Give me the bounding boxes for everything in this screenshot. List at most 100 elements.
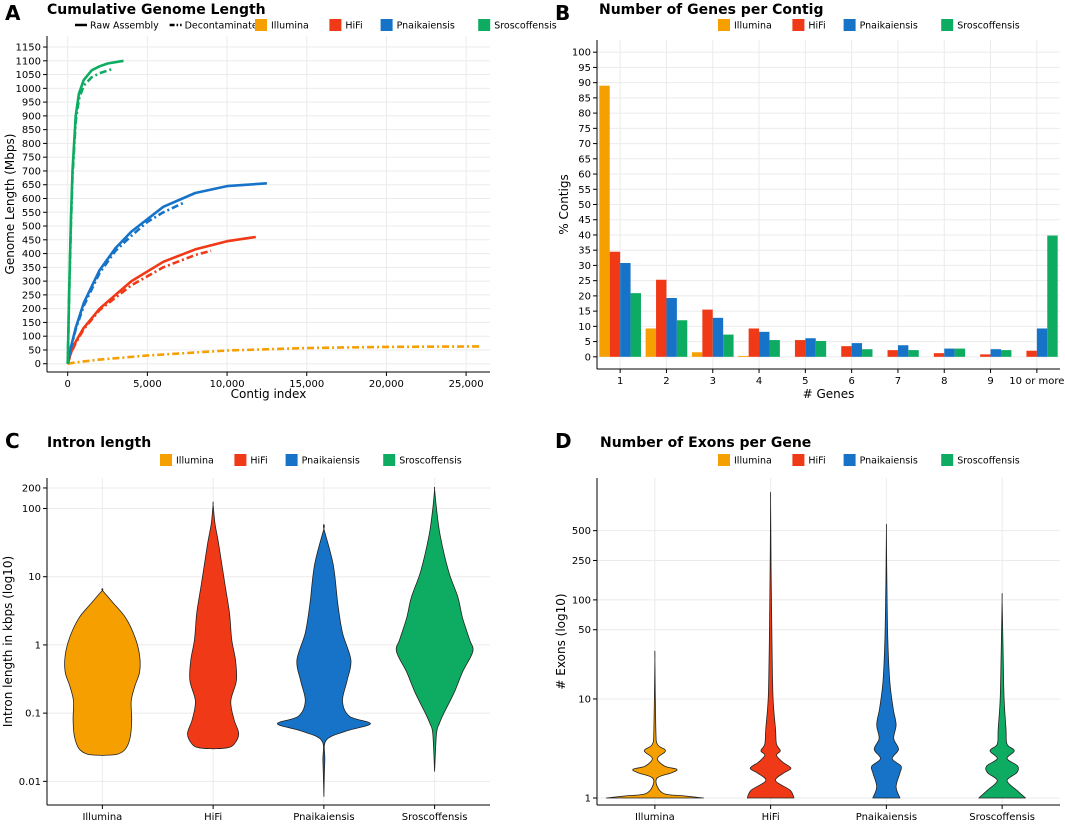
bar xyxy=(1047,235,1058,357)
x-tick-label: 25,000 xyxy=(449,379,484,390)
legend-label: Illumina xyxy=(734,456,772,467)
bar xyxy=(990,349,1001,357)
legend-label: HiFi xyxy=(808,21,825,32)
violin-pnaikaiensis xyxy=(870,523,902,799)
violin-sroscoffensis xyxy=(395,486,474,772)
x-tick-label: 10,000 xyxy=(210,379,245,390)
panel-a: A Cumulative Genome Length Raw Assembly Dec… xyxy=(3,1,557,401)
legend-swatch xyxy=(380,19,393,31)
bar xyxy=(691,352,703,357)
x-tick-label: 20,000 xyxy=(369,379,404,390)
x-tick-label: Pnaikaiensis xyxy=(856,812,917,823)
violin-illumina xyxy=(605,650,704,799)
y-tick-label: 100 xyxy=(22,504,41,515)
x-tick-label: Sroscoffensis xyxy=(402,812,468,823)
y-axis-label: Intron length in kbps (log10) xyxy=(1,556,15,727)
bar xyxy=(1000,350,1012,357)
y-tick-label: 90 xyxy=(578,78,591,89)
x-axis-label: Contig index xyxy=(231,387,307,401)
x-tick-label: Sroscoffensis xyxy=(969,812,1035,823)
violin-pnaikaiensis xyxy=(276,524,371,797)
y-tick-label: 75 xyxy=(578,124,591,135)
y-tick-label: 300 xyxy=(22,277,41,288)
bar xyxy=(944,348,955,357)
bar xyxy=(815,340,827,357)
bar xyxy=(723,334,734,357)
bar xyxy=(676,320,688,357)
y-tick-label: 0 xyxy=(35,359,41,370)
bar xyxy=(738,355,749,357)
y-tick-label: 55 xyxy=(578,185,591,196)
legend-swatch xyxy=(792,454,805,466)
legend-swatch xyxy=(383,454,396,466)
legend-label: Raw Assembly xyxy=(90,21,159,32)
bar xyxy=(609,251,621,357)
y-tick-label: 60 xyxy=(578,170,591,181)
legend-swatch xyxy=(718,19,730,31)
violin-illumina xyxy=(64,588,141,756)
y-tick-label: 10 xyxy=(578,322,591,333)
y-tick-label: 0.01 xyxy=(19,777,41,788)
y-tick-label: 10 xyxy=(578,694,591,705)
panel-letter: D xyxy=(555,429,572,453)
legend-swatch xyxy=(478,19,491,31)
y-tick-label: 500 xyxy=(22,222,41,233)
x-tick-label: 15,000 xyxy=(289,379,324,390)
x-tick-label: 5 xyxy=(802,376,808,387)
x-tick-label: 1 xyxy=(617,376,623,387)
x-axis-label: # Genes xyxy=(803,387,855,401)
y-tick-label: 0.1 xyxy=(25,709,41,720)
bar xyxy=(645,328,657,357)
x-tick-label: 9 xyxy=(987,376,993,387)
panel-c: C Intron length Illumina HiFi Pnaikaiensis Sr… xyxy=(1,429,490,823)
y-tick-label: 5 xyxy=(585,337,591,348)
y-tick-label: 1150 xyxy=(16,43,41,54)
violin-sroscoffensis xyxy=(978,593,1026,799)
y-tick-label: 450 xyxy=(22,235,41,246)
bar xyxy=(620,262,631,357)
bar xyxy=(887,350,898,357)
legend-swatch xyxy=(792,19,805,31)
series-line xyxy=(66,201,185,364)
y-tick-label: 85 xyxy=(578,93,591,104)
legend-swatch xyxy=(160,454,172,466)
y-tick-label: 70 xyxy=(578,139,591,150)
panel-title: Intron length xyxy=(47,435,151,451)
legend-swatch xyxy=(843,19,856,31)
x-tick-label: 10 or more xyxy=(1009,376,1064,387)
y-tick-label: 45 xyxy=(578,215,591,226)
y-tick-label: 100 xyxy=(572,48,591,59)
x-tick-label: 8 xyxy=(941,376,947,387)
legend-label: Illumina xyxy=(271,21,309,32)
legend-swatch xyxy=(718,454,730,466)
legend-label: Pnaikaiensis xyxy=(397,21,455,32)
x-tick-label: Illumina xyxy=(82,812,122,823)
legend-label: Pnaikaiensis xyxy=(860,21,918,32)
y-tick-label: 95 xyxy=(578,63,591,74)
y-axis-label: % Contigs xyxy=(557,174,571,234)
legend-label: Sroscoffensis xyxy=(399,456,462,467)
x-tick-label: Illumina xyxy=(635,812,675,823)
violin-hifi xyxy=(746,491,795,799)
bar xyxy=(805,338,816,357)
y-tick-label: 100 xyxy=(22,332,41,343)
bar xyxy=(666,298,677,357)
legend-swatch xyxy=(941,19,954,31)
x-tick-label: HiFi xyxy=(762,812,780,823)
bar xyxy=(599,85,610,357)
panel-title: Number of Genes per Contig xyxy=(599,2,823,18)
series-line xyxy=(66,235,256,365)
series-line xyxy=(66,67,113,364)
panel-title: Cumulative Genome Length xyxy=(47,2,266,18)
bar xyxy=(630,293,641,357)
violin-hifi xyxy=(187,501,240,750)
y-tick-label: 15 xyxy=(578,307,591,318)
bar xyxy=(954,348,966,357)
y-tick-label: 1 xyxy=(585,794,591,805)
y-tick-label: 850 xyxy=(22,125,41,136)
y-tick-label: 1 xyxy=(35,640,41,651)
y-tick-label: 1000 xyxy=(16,84,41,95)
y-tick-label: 150 xyxy=(22,318,41,329)
y-tick-label: 250 xyxy=(572,556,591,567)
